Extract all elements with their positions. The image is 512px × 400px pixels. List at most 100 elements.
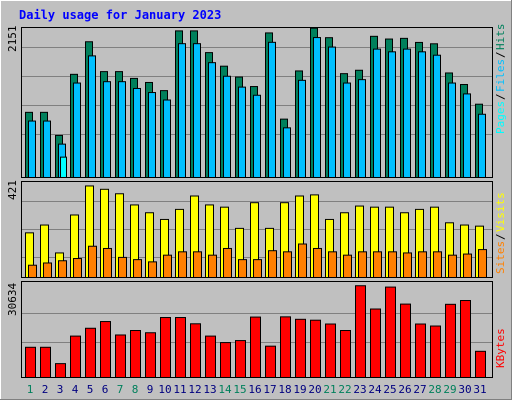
kbytes-bar: [445, 303, 456, 379]
day-label: 26: [398, 383, 411, 396]
sites-bar: [268, 250, 277, 278]
day-label: 1: [27, 383, 34, 396]
sites-bar: [328, 251, 337, 279]
kbytes-bar: [160, 317, 171, 378]
day-label: 30: [458, 383, 471, 396]
sites-bar: [208, 254, 217, 279]
files-bar: [208, 62, 216, 178]
day-label: 25: [383, 383, 396, 396]
files-bar: [283, 127, 291, 178]
files-bar: [28, 120, 36, 178]
kbytes-bar: [340, 330, 351, 378]
sites-bar: [403, 252, 412, 278]
files-bar: [103, 81, 111, 178]
kbytes-bar: [460, 300, 471, 378]
sites-bar: [193, 251, 202, 279]
legend-sep-2: /: [494, 51, 507, 58]
files-bar: [313, 37, 321, 179]
legend-files: Files: [494, 59, 507, 92]
sites-bar: [253, 259, 262, 278]
legend-visits: Visits: [494, 192, 507, 232]
legend-kbytes: KBytes: [494, 328, 507, 368]
kbytes-bar: [250, 316, 261, 379]
day-label: 7: [117, 383, 124, 396]
sites-bar: [388, 251, 397, 279]
sites-bar: [178, 251, 187, 279]
top-ymax-label: 2151: [6, 26, 19, 53]
kbytes-bar: [55, 363, 66, 378]
day-label: 31: [473, 383, 486, 396]
files-bar: [328, 46, 336, 178]
top-legend: Pages / Files / Hits: [494, 24, 507, 135]
files-bar: [478, 113, 486, 178]
legend-pages: Pages: [494, 101, 507, 134]
day-label: 11: [173, 383, 186, 396]
kbytes-bar: [280, 316, 291, 379]
day-label: 2: [42, 383, 49, 396]
files-bar: [388, 51, 396, 179]
sites-bar: [463, 253, 472, 278]
kbytes-bar: [40, 346, 51, 378]
day-label: 17: [263, 383, 276, 396]
sites-bar: [148, 261, 157, 278]
legend-sites: Sites: [494, 241, 507, 274]
sites-bar: [283, 251, 292, 279]
kbytes-bar: [385, 286, 396, 379]
files-bar: [463, 93, 471, 178]
kbytes-bar: [100, 321, 111, 378]
kbytes-bar: [370, 308, 381, 378]
day-label: 10: [158, 383, 171, 396]
bottom-ymax-label: 30634: [6, 283, 19, 316]
kbytes-bar: [355, 285, 366, 378]
files-bar: [193, 43, 201, 178]
kbytes-bar: [265, 345, 276, 378]
kbytes-bar: [175, 317, 186, 378]
middle-ymax-label: 421: [6, 180, 19, 200]
files-bar: [433, 54, 441, 178]
kbytes-bar: [190, 323, 201, 378]
bottom-legend: KBytes: [494, 328, 507, 368]
files-bar: [163, 99, 171, 178]
sites-bar: [43, 262, 52, 279]
sites-bar: [313, 247, 322, 279]
files-bar: [43, 120, 51, 178]
day-label: 29: [443, 383, 456, 396]
files-bar: [238, 86, 246, 178]
day-label: 5: [87, 383, 94, 396]
kbytes-bar: [430, 325, 441, 378]
kbytes-bar: [145, 332, 156, 379]
sites-bar: [133, 259, 142, 278]
day-axis-labels: 1 2 3 4 5 6 7 8 9 10 11 12 13 14 15 16 17 18 19 20 21 22 23 24 2…: [27, 383, 487, 396]
files-bar: [88, 55, 96, 178]
sites-bar: [448, 254, 457, 279]
sites-bar: [238, 259, 247, 278]
pages-bar: [60, 156, 67, 178]
files-bar: [133, 87, 141, 178]
chart-title: Daily usage for January 2023: [19, 8, 221, 22]
files-bar: [373, 48, 381, 179]
files-bar: [358, 79, 366, 178]
day-label: 18: [278, 383, 291, 396]
files-bar: [118, 81, 126, 178]
files-bar: [448, 82, 456, 178]
day-label: 16: [248, 383, 261, 396]
kbytes-bar: [130, 330, 141, 378]
kbytes-bar: [295, 318, 306, 378]
sites-bar: [433, 251, 442, 279]
sites-bar: [103, 247, 112, 279]
legend-sep-3: /: [494, 233, 507, 240]
sites-bar: [73, 258, 82, 279]
day-label: 6: [102, 383, 109, 396]
sites-bar: [88, 245, 97, 278]
day-label: 13: [203, 383, 216, 396]
sites-bar: [343, 254, 352, 279]
kbytes-bar: [415, 323, 426, 378]
day-label: 28: [428, 383, 441, 396]
day-label: 12: [188, 383, 201, 396]
kbytes-bar: [310, 319, 321, 379]
files-bar: [418, 51, 426, 179]
day-label: 27: [413, 383, 426, 396]
kbytes-bar: [220, 342, 231, 379]
day-label: 8: [132, 383, 139, 396]
sites-bar: [163, 254, 172, 279]
